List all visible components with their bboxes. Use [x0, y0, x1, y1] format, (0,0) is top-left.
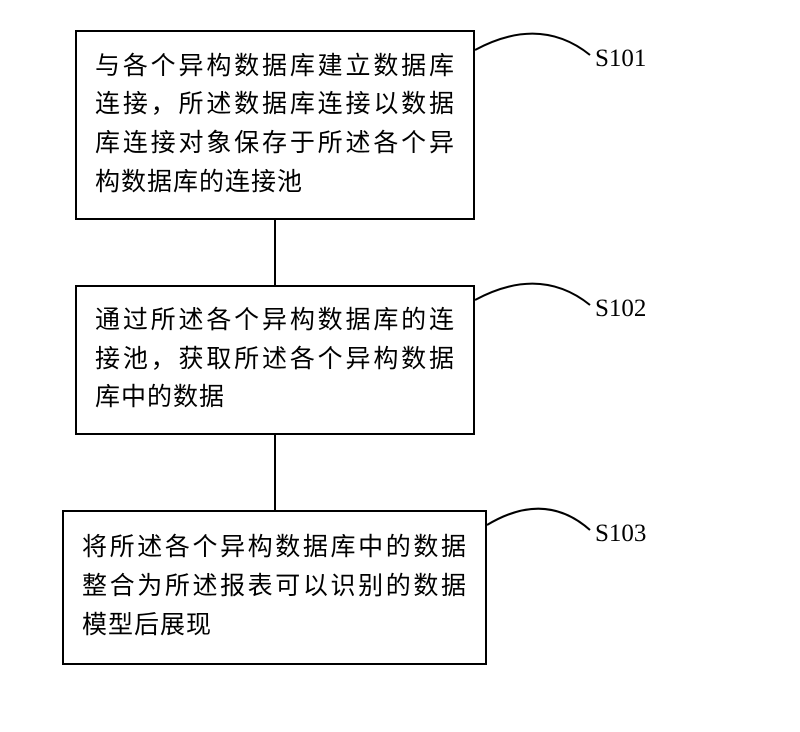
leader-s102 — [475, 284, 590, 305]
leader-s101 — [475, 34, 590, 55]
flow-node-s103: 将所述各个异构数据库中的数据整合为所述报表可以识别的数据模型后展现 — [62, 510, 487, 665]
flow-label-s101: S101 — [595, 45, 646, 73]
flow-label-s103: S103 — [595, 520, 646, 548]
flow-node-s102: 通过所述各个异构数据库的连接池，获取所述各个异构数据库中的数据 — [75, 285, 475, 435]
edge-s101-s102 — [274, 220, 276, 285]
flow-node-s101: 与各个异构数据库建立数据库连接，所述数据库连接以数据库连接对象保存于所述各个异构… — [75, 30, 475, 220]
edge-s102-s103 — [274, 435, 276, 510]
flowchart-canvas: 与各个异构数据库建立数据库连接，所述数据库连接以数据库连接对象保存于所述各个异构… — [0, 0, 800, 732]
flow-node-text: 与各个异构数据库建立数据库连接，所述数据库连接以数据库连接对象保存于所述各个异构… — [95, 48, 455, 203]
leader-s103 — [487, 509, 590, 530]
flow-node-text: 通过所述各个异构数据库的连接池，获取所述各个异构数据库中的数据 — [95, 302, 455, 418]
flow-label-s102: S102 — [595, 295, 646, 323]
flow-node-text: 将所述各个异构数据库中的数据整合为所述报表可以识别的数据模型后展现 — [82, 529, 467, 645]
